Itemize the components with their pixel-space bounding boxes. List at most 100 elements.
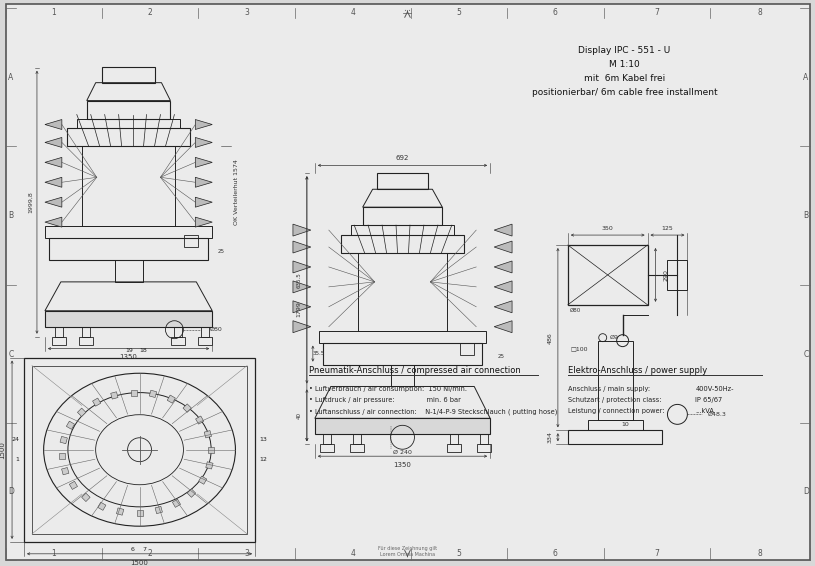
Text: • Luftdruck / air pressure:               min. 6 bar: • Luftdruck / air pressure: min. 6 bar xyxy=(309,397,460,404)
Bar xyxy=(183,404,192,412)
Text: 2: 2 xyxy=(148,8,152,18)
Polygon shape xyxy=(196,197,212,207)
Polygon shape xyxy=(494,261,512,273)
Text: 10: 10 xyxy=(622,422,629,427)
Text: 8: 8 xyxy=(758,8,763,18)
Text: 40: 40 xyxy=(297,412,302,419)
Text: 1799: 1799 xyxy=(297,301,302,317)
Text: IP 65/67: IP 65/67 xyxy=(695,397,723,404)
Bar xyxy=(480,434,488,444)
Polygon shape xyxy=(293,261,311,273)
Polygon shape xyxy=(293,241,311,253)
Text: Leistung / connection power:: Leistung / connection power: xyxy=(568,409,664,414)
Bar xyxy=(201,327,209,337)
Text: 4: 4 xyxy=(350,550,355,558)
Text: 692: 692 xyxy=(396,156,409,161)
Bar xyxy=(205,462,213,469)
Bar xyxy=(341,235,465,253)
Bar xyxy=(319,331,487,342)
Text: □100: □100 xyxy=(570,346,588,351)
Bar xyxy=(478,444,491,452)
Text: 486: 486 xyxy=(548,332,553,344)
Polygon shape xyxy=(293,224,311,236)
Bar xyxy=(86,101,170,118)
Text: Ø80: Ø80 xyxy=(209,327,222,332)
Bar xyxy=(82,493,90,501)
Text: 1999,8: 1999,8 xyxy=(29,191,33,213)
Polygon shape xyxy=(196,119,212,130)
Text: 1500: 1500 xyxy=(0,441,5,458)
Text: ...kVA: ...kVA xyxy=(695,409,714,414)
Text: Anschluss / main supply:: Anschluss / main supply: xyxy=(568,387,650,392)
Bar xyxy=(55,327,63,337)
Text: A: A xyxy=(804,72,808,82)
Text: C: C xyxy=(804,350,808,359)
Bar xyxy=(45,226,212,238)
Polygon shape xyxy=(196,217,212,227)
Bar xyxy=(199,476,207,484)
Polygon shape xyxy=(196,177,212,187)
Bar xyxy=(174,327,183,337)
Text: 7: 7 xyxy=(143,547,147,552)
Bar xyxy=(98,502,106,511)
Bar xyxy=(49,238,209,260)
Text: 1: 1 xyxy=(51,550,56,558)
Polygon shape xyxy=(293,321,311,333)
Text: 18: 18 xyxy=(139,348,148,353)
Text: 6: 6 xyxy=(553,8,557,18)
Text: 12: 12 xyxy=(259,457,267,462)
Text: • Luftanschluss / air connection:    N-1/4-P-9 Steckschlauch ( putting hose): • Luftanschluss / air connection: N-1/4-… xyxy=(309,409,557,415)
Text: Pneumatik-Anschluss / compressed air connection: Pneumatik-Anschluss / compressed air con… xyxy=(309,366,521,375)
Bar xyxy=(363,207,443,225)
Text: • Luftverbrauch / air consumption:  150 Nl/min.: • Luftverbrauch / air consumption: 150 N… xyxy=(309,387,467,392)
Text: 1500: 1500 xyxy=(130,560,148,566)
Bar xyxy=(67,128,191,147)
Bar xyxy=(77,408,86,417)
Text: 334: 334 xyxy=(548,431,553,443)
Text: 7: 7 xyxy=(654,8,659,18)
Bar xyxy=(323,342,482,365)
Bar xyxy=(597,341,632,421)
Bar xyxy=(82,147,175,226)
Text: C: C xyxy=(8,350,14,359)
Polygon shape xyxy=(45,197,62,207)
Bar xyxy=(102,67,156,83)
Text: 125: 125 xyxy=(662,226,673,230)
Text: 35.5: 35.5 xyxy=(313,351,325,356)
Polygon shape xyxy=(45,138,62,147)
Bar xyxy=(451,434,458,444)
Text: 19: 19 xyxy=(126,348,134,353)
Polygon shape xyxy=(45,177,62,187)
Text: D: D xyxy=(8,487,14,496)
Bar xyxy=(60,436,68,444)
Text: A: A xyxy=(8,72,14,82)
Text: B: B xyxy=(804,211,808,220)
Text: B: B xyxy=(8,211,14,220)
Text: 350: 350 xyxy=(601,226,614,230)
Bar xyxy=(353,434,361,444)
Bar xyxy=(149,390,156,397)
Bar xyxy=(568,245,648,305)
Bar xyxy=(167,395,175,403)
Text: 4: 4 xyxy=(350,8,355,18)
Text: 6: 6 xyxy=(553,550,557,558)
Text: Schutzart / protection class:: Schutzart / protection class: xyxy=(568,397,661,404)
Text: 2: 2 xyxy=(148,550,152,558)
Bar xyxy=(319,444,334,452)
Bar xyxy=(323,434,331,444)
Polygon shape xyxy=(293,281,311,293)
Text: Display IPC - 551 - U
M 1:10
mit  6m Kabel frei
positionierbar/ 6m cable free in: Display IPC - 551 - U M 1:10 mit 6m Kabe… xyxy=(532,46,717,97)
Text: 3: 3 xyxy=(244,8,249,18)
Text: 7: 7 xyxy=(654,550,659,558)
Bar xyxy=(350,225,454,235)
Bar xyxy=(52,337,66,345)
Bar xyxy=(460,342,474,354)
Bar xyxy=(79,337,93,345)
Bar xyxy=(82,327,90,337)
Text: Ø 240: Ø 240 xyxy=(393,450,412,454)
Bar xyxy=(568,430,663,444)
Bar xyxy=(155,507,162,514)
Bar xyxy=(198,337,212,345)
Polygon shape xyxy=(196,138,212,147)
Polygon shape xyxy=(494,241,512,253)
